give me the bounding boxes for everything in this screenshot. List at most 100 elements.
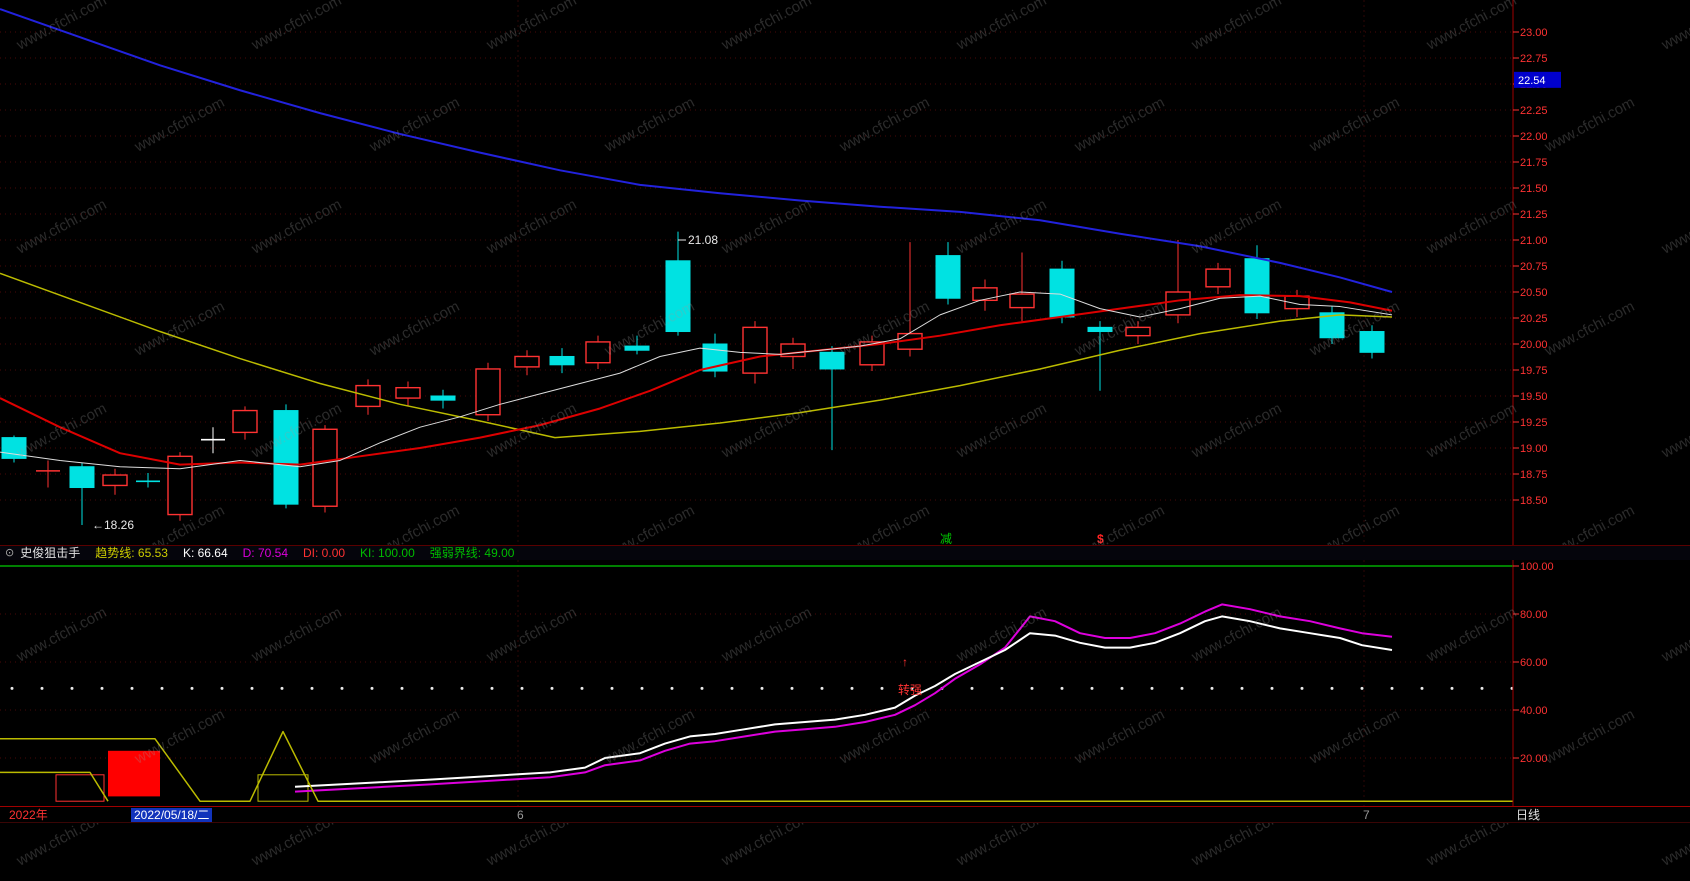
price-axis-label: 19.25 — [1520, 417, 1548, 429]
threshold-dot — [1330, 686, 1334, 690]
candle-body — [395, 386, 421, 399]
threshold-dot — [1360, 686, 1364, 690]
threshold-dot — [10, 686, 14, 690]
candle-body — [1205, 268, 1231, 288]
chart-annotation: 21.08 — [688, 233, 718, 247]
time-axis-bar: 2022年 2022/05/18/二 6 7 日线 — [0, 806, 1690, 823]
current-price-value: 22.54 — [1518, 75, 1546, 87]
price-axis-label: 20.00 — [1520, 339, 1548, 351]
threshold-dot — [880, 686, 884, 690]
candle-body — [1359, 331, 1385, 353]
signal-block-hollow — [257, 774, 309, 802]
threshold-dot — [100, 686, 104, 690]
indicator-ki-value: KI: 100.00 — [360, 545, 415, 560]
threshold-dot — [1180, 686, 1184, 690]
threshold-dot — [1480, 686, 1484, 690]
price-axis-label: 22.25 — [1520, 105, 1548, 117]
threshold-dot — [820, 686, 824, 690]
chart-annotation: 转强 — [898, 682, 922, 697]
collapse-icon[interactable]: ⊙ — [5, 546, 15, 559]
threshold-dot — [1210, 686, 1214, 690]
price-axis-label: 19.50 — [1520, 391, 1548, 403]
threshold-dot — [40, 686, 44, 690]
candle-body — [819, 351, 845, 370]
candle-body — [1125, 326, 1151, 337]
threshold-dot — [1000, 686, 1004, 690]
threshold-dot — [1270, 686, 1274, 690]
price-axis-label: 20.50 — [1520, 287, 1548, 299]
candle-body — [972, 287, 998, 302]
price-axis-label: 21.50 — [1520, 183, 1548, 195]
threshold-dot — [460, 686, 464, 690]
indicator-axis-label: 100.00 — [1520, 561, 1554, 573]
axis-month-june-label: 6 — [517, 808, 524, 822]
price-axis-label: 18.75 — [1520, 469, 1548, 481]
threshold-dot — [310, 686, 314, 690]
chart-annotation: $ — [1097, 532, 1104, 546]
threshold-dot — [730, 686, 734, 690]
candle-body — [514, 355, 540, 368]
candle-body — [167, 455, 193, 516]
threshold-dot — [1060, 686, 1064, 690]
threshold-dot — [1240, 686, 1244, 690]
price-axis: 23.0022.7522.5022.2522.0021.7521.5021.25… — [1512, 0, 1561, 822]
threshold-dot — [160, 686, 164, 690]
threshold-dot — [1150, 686, 1154, 690]
price-axis-label: 23.00 — [1520, 27, 1548, 39]
indicator-axis-label: 60.00 — [1520, 657, 1548, 669]
threshold-dot — [700, 686, 704, 690]
indicator-d-value: D: 70.54 — [242, 545, 289, 560]
chart-annotation: ←18.26 — [92, 518, 134, 532]
threshold-dot — [640, 686, 644, 690]
candle-body — [312, 428, 338, 507]
d-line-magenta — [294, 603, 1393, 793]
di-line-yellow-2 — [0, 771, 109, 802]
candle-body — [859, 341, 885, 366]
axis-date-label: 2022/05/18/二 — [131, 808, 213, 822]
indicator-panel-layer — [0, 565, 1514, 802]
candle-body — [742, 326, 768, 374]
indicator-header-bar: ⊙ 史俊狙击手 趋势线: 65.53 K: 66.64 D: 70.54 DI:… — [0, 545, 1690, 560]
threshold-dot — [1300, 686, 1304, 690]
indicator-threshold-value: 强弱界线: 49.00 — [429, 545, 515, 560]
price-axis-label: 21.00 — [1520, 235, 1548, 247]
price-axis-label: 21.75 — [1520, 157, 1548, 169]
candle-body — [232, 409, 258, 434]
period-label[interactable]: 日线 — [1516, 808, 1541, 822]
candles-layer — [1, 231, 1385, 525]
threshold-dot — [400, 686, 404, 690]
candle-body — [1244, 258, 1270, 314]
axis-year-label: 2022年 — [9, 808, 48, 822]
threshold-dot — [850, 686, 854, 690]
threshold-dot — [340, 686, 344, 690]
candle-body — [102, 474, 128, 487]
chart-annotation: ↑ — [902, 655, 908, 669]
threshold-dot — [910, 686, 914, 690]
candle-body — [1049, 268, 1075, 318]
threshold-dot — [280, 686, 284, 690]
threshold-dot — [370, 686, 374, 690]
grid-layer — [0, 0, 1513, 806]
threshold-dot — [1090, 686, 1094, 690]
indicator-trendline-value: 趋势线: 65.53 — [95, 545, 168, 560]
candle-body — [69, 466, 95, 489]
indicator-axis-label: 20.00 — [1520, 753, 1548, 765]
threshold-dot — [790, 686, 794, 690]
indicator-title[interactable]: 史俊狙击手 — [20, 545, 81, 560]
ma-fast-white — [0, 291, 1393, 470]
price-axis-label: 20.75 — [1520, 261, 1548, 273]
threshold-dot — [970, 686, 974, 690]
candle-body — [624, 345, 650, 351]
candle-body — [665, 260, 691, 333]
candle-body — [1165, 291, 1191, 316]
threshold-dot — [1030, 686, 1034, 690]
indicator-di-value: DI: 0.00 — [303, 545, 346, 560]
indicator-k-value: K: 66.64 — [182, 545, 228, 560]
candle-body — [475, 368, 501, 416]
ma-lines-layer — [0, 8, 1393, 470]
threshold-dot — [130, 686, 134, 690]
signal-block — [108, 750, 160, 797]
price-axis-label: 18.50 — [1520, 495, 1548, 507]
